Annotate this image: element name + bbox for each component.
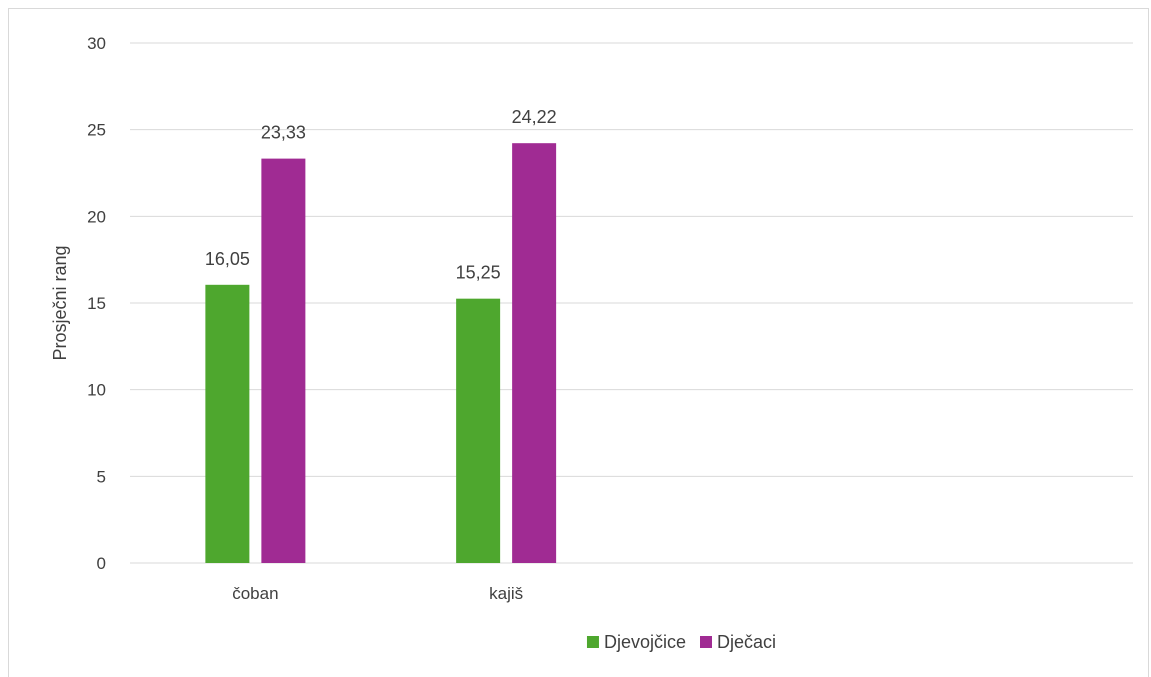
data-label: 16,05 xyxy=(205,249,250,269)
x-tick-label: kajiš xyxy=(489,584,523,603)
legend: Djevojčice Dječaci xyxy=(586,632,776,652)
legend-label: Djevojčice xyxy=(604,632,686,652)
legend-swatch xyxy=(700,636,712,648)
x-tick-label: čoban xyxy=(232,584,278,603)
data-label: 24,22 xyxy=(512,107,557,127)
bar-djecaci-1 xyxy=(512,143,557,564)
data-label: 15,25 xyxy=(456,263,501,283)
y-tick-label: 25 xyxy=(87,121,106,140)
x-axis-ticks: čoban kajiš xyxy=(232,584,523,603)
data-labels: 16,05 23,33 15,25 24,22 xyxy=(205,107,557,282)
chart-frame xyxy=(8,8,1149,677)
y-axis-ticks: 0 5 10 15 20 25 30 xyxy=(87,34,106,573)
y-tick-label: 0 xyxy=(97,554,106,573)
legend-label: Dječaci xyxy=(717,632,776,652)
y-tick-label: 30 xyxy=(87,34,106,53)
bar-djevojcice-1 xyxy=(456,298,501,563)
bar-djevojcice-0 xyxy=(205,284,250,563)
y-tick-label: 10 xyxy=(87,381,106,400)
y-tick-label: 15 xyxy=(87,294,106,313)
bar-djecaci-0 xyxy=(261,158,306,563)
legend-swatch xyxy=(586,636,599,648)
y-tick-label: 20 xyxy=(87,207,106,226)
data-label: 23,33 xyxy=(261,123,306,143)
bars xyxy=(205,143,557,564)
y-axis-title: Prosječni rang xyxy=(50,245,70,360)
y-tick-label: 5 xyxy=(97,467,106,486)
